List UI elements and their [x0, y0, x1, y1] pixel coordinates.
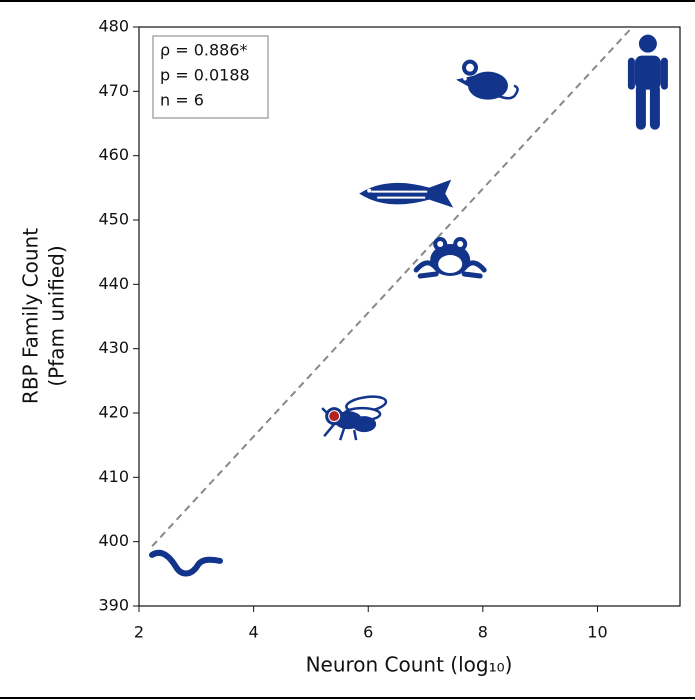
- icon-part: [649, 83, 660, 130]
- y-tick-label: 390: [98, 596, 129, 615]
- point-icon: [321, 395, 388, 441]
- y-tick-label: 440: [98, 274, 129, 293]
- icon-part: [437, 241, 444, 248]
- icon-part: [468, 71, 509, 100]
- point-icon: [627, 34, 668, 130]
- y-axis-label: (Pfam unified): [45, 245, 69, 386]
- icon-part: [457, 241, 464, 248]
- icon-part: [359, 179, 454, 208]
- icon-part: [497, 84, 519, 100]
- icon-part: [367, 188, 372, 193]
- icon-part: [634, 55, 661, 90]
- icon-part: [638, 34, 657, 53]
- icon-part: [627, 57, 635, 90]
- annotation: n = 6: [160, 91, 204, 110]
- icon-part: [660, 57, 668, 90]
- icon-part: [463, 76, 467, 81]
- y-tick-label: 400: [98, 531, 129, 550]
- icon-part: [148, 549, 223, 577]
- point-icon: [456, 59, 519, 100]
- y-tick-label: 460: [98, 145, 129, 164]
- icon-part: [466, 63, 475, 72]
- x-tick-label: 8: [478, 623, 488, 642]
- icon-part: [456, 75, 475, 90]
- y-tick-label: 470: [98, 81, 129, 100]
- y-tick-label: 410: [98, 467, 129, 486]
- annotation-box: [152, 35, 269, 119]
- icon-part: [352, 416, 377, 433]
- icon-part: [371, 190, 428, 199]
- icon-part: [321, 407, 358, 441]
- y-axis-label: RBP Family Count: [19, 228, 43, 404]
- x-tick-label: 2: [134, 623, 144, 642]
- y-tick-label: 430: [98, 338, 129, 357]
- fit-line: [151, 26, 633, 547]
- x-axis-label: Neuron Count (log₁₀): [306, 653, 513, 677]
- plot-frame: [138, 26, 681, 607]
- icon-part: [328, 410, 341, 423]
- annotation: p = 0.0188: [160, 66, 250, 85]
- icon-part: [438, 255, 463, 274]
- icon-part: [635, 83, 646, 130]
- y-tick-label: 450: [98, 210, 129, 229]
- icon-part: [413, 260, 487, 279]
- x-tick-label: 10: [587, 623, 607, 642]
- y-tick-label: 420: [98, 403, 129, 422]
- point-icon: [359, 179, 454, 208]
- point-icon: [413, 237, 487, 279]
- y-tick-label: 480: [98, 17, 129, 36]
- x-tick-label: 4: [249, 623, 259, 642]
- point-icon: [148, 549, 223, 577]
- annotation: ρ = 0.886*: [160, 41, 248, 60]
- x-tick-label: 6: [363, 623, 373, 642]
